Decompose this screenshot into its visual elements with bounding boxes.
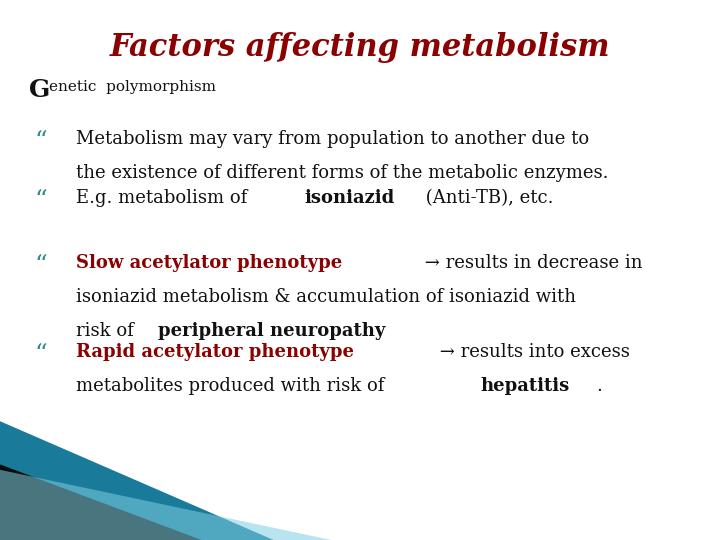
Polygon shape — [0, 464, 202, 540]
Text: “: “ — [35, 189, 48, 212]
Text: enetic  polymorphism: enetic polymorphism — [49, 80, 216, 94]
Text: → results in decrease in: → results in decrease in — [419, 254, 643, 272]
Text: Rapid acetylator phenotype: Rapid acetylator phenotype — [76, 343, 354, 361]
Text: risk of: risk of — [76, 322, 139, 340]
Text: isoniazid metabolism & accumulation of isoniazid with: isoniazid metabolism & accumulation of i… — [76, 288, 575, 306]
Text: Factors affecting metabolism: Factors affecting metabolism — [109, 32, 611, 63]
Text: E.g. metabolism of: E.g. metabolism of — [76, 189, 253, 207]
Text: G: G — [29, 78, 50, 102]
Text: (Anti-TB), etc.: (Anti-TB), etc. — [420, 189, 554, 207]
Text: Metabolism may vary from population to another due to: Metabolism may vary from population to a… — [76, 130, 589, 147]
Polygon shape — [0, 421, 274, 540]
Text: .: . — [596, 377, 602, 395]
Text: “: “ — [35, 343, 48, 366]
Text: → results into excess: → results into excess — [434, 343, 630, 361]
Text: the existence of different forms of the metabolic enzymes.: the existence of different forms of the … — [76, 164, 608, 181]
Polygon shape — [0, 470, 331, 540]
Text: isoniazid: isoniazid — [304, 189, 395, 207]
Text: “: “ — [35, 130, 48, 153]
Text: “: “ — [35, 254, 48, 277]
Text: peripheral neuropathy: peripheral neuropathy — [158, 322, 385, 340]
Text: Slow acetylator phenotype: Slow acetylator phenotype — [76, 254, 342, 272]
Text: metabolites produced with risk of: metabolites produced with risk of — [76, 377, 390, 395]
Text: hepatitis: hepatitis — [481, 377, 570, 395]
